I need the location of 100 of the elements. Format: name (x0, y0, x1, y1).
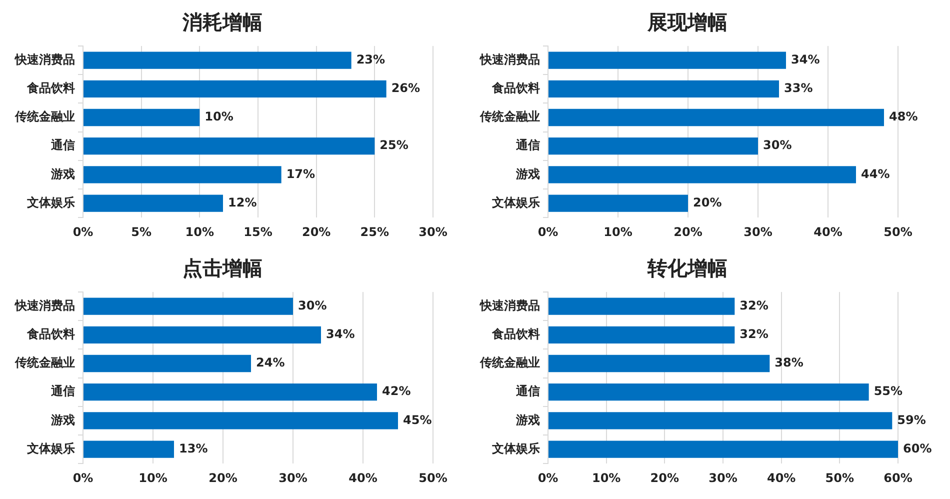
data-label: 30% (298, 298, 327, 312)
chart-title: 转化增幅 (646, 256, 728, 280)
y-tick-label: 快速消费品 (479, 52, 540, 66)
x-tick-label: 50% (884, 224, 912, 239)
y-tick-label: 传统金融业 (479, 356, 540, 370)
x-tick-label: 10% (592, 470, 621, 485)
x-tick-label: 10% (138, 470, 168, 485)
y-tick-label: 快速消费品 (14, 52, 75, 66)
x-tick-label: 60% (884, 470, 912, 485)
x-tick-label: 5% (131, 224, 152, 239)
x-tick-label: 40% (814, 224, 842, 239)
bar (548, 80, 779, 98)
x-tick-label: 15% (244, 224, 272, 239)
y-tick-label: 食品饮料 (491, 327, 540, 342)
bar (548, 138, 758, 155)
bar (548, 326, 735, 344)
bar (84, 80, 386, 98)
bar (548, 440, 898, 458)
y-tick-label: 文体娱乐 (26, 195, 75, 210)
x-tick-label: 0% (72, 224, 94, 239)
data-label: 20% (693, 195, 722, 210)
x-tick-label: 50% (825, 470, 854, 485)
bar (548, 108, 884, 126)
x-tick-label: 0% (538, 470, 558, 485)
data-label: 25% (380, 138, 408, 152)
chart-title: 消耗增幅 (182, 10, 262, 34)
data-label: 26% (391, 81, 420, 96)
data-label: 60% (903, 441, 932, 456)
x-tick-label: 20% (208, 470, 238, 485)
bar (548, 194, 688, 212)
bar (84, 194, 223, 212)
y-tick-label: 游戏 (515, 166, 540, 181)
data-label: 13% (179, 441, 208, 456)
y-tick-label: 通信 (515, 138, 540, 152)
bar (84, 412, 398, 430)
y-tick-label: 游戏 (515, 412, 540, 427)
x-tick-label: 40% (766, 470, 796, 485)
y-tick-label: 快速消费品 (479, 298, 540, 312)
y-tick-label: 食品饮料 (26, 81, 75, 96)
x-tick-label: 30% (278, 470, 308, 485)
data-label: 34% (326, 327, 355, 342)
data-label: 55% (874, 384, 903, 398)
x-tick-label: 0% (538, 224, 558, 239)
bar (548, 298, 735, 315)
y-tick-label: 游戏 (50, 412, 75, 427)
y-tick-label: 传统金融业 (14, 356, 75, 370)
data-label: 38% (774, 356, 804, 370)
x-tick-label: 50% (418, 470, 448, 485)
bar (548, 412, 892, 430)
data-label: 48% (889, 110, 918, 124)
y-tick-label: 食品饮料 (491, 81, 540, 96)
bar (548, 354, 770, 372)
y-tick-label: 传统金融业 (14, 110, 75, 124)
bar (84, 166, 282, 184)
x-tick-label: 30% (744, 224, 772, 239)
data-label: 17% (286, 166, 316, 181)
x-tick-label: 20% (674, 224, 702, 239)
bar (84, 326, 321, 344)
y-tick-label: 通信 (515, 384, 540, 398)
data-label: 10% (204, 110, 234, 124)
y-tick-label: 通信 (50, 384, 75, 398)
bar (84, 52, 352, 69)
data-label: 12% (228, 195, 257, 210)
bar (548, 166, 856, 184)
chart-title: 点击增幅 (182, 256, 262, 280)
bar (84, 108, 200, 126)
y-tick-label: 文体娱乐 (26, 441, 75, 456)
data-label: 32% (740, 298, 768, 312)
y-tick-label: 游戏 (50, 166, 75, 181)
data-label: 34% (791, 52, 820, 66)
x-tick-label: 0% (72, 470, 94, 485)
bar (84, 298, 293, 315)
bar (548, 52, 786, 69)
x-tick-label: 20% (650, 470, 680, 485)
data-label: 23% (356, 52, 386, 66)
bar (84, 138, 375, 155)
data-label: 33% (784, 81, 813, 96)
data-label: 44% (861, 166, 890, 181)
data-label: 30% (763, 138, 792, 152)
x-tick-label: 10% (185, 224, 214, 239)
x-tick-label: 30% (418, 224, 448, 239)
bar (548, 384, 869, 401)
bar (84, 440, 174, 458)
bar (84, 384, 377, 401)
y-tick-label: 食品饮料 (26, 327, 75, 342)
y-tick-label: 通信 (50, 138, 75, 152)
x-tick-label: 40% (348, 470, 378, 485)
x-tick-label: 10% (604, 224, 632, 239)
data-label: 42% (382, 384, 411, 398)
data-label: 32% (740, 327, 768, 342)
y-tick-label: 快速消费品 (14, 298, 75, 312)
bar (84, 354, 251, 372)
x-tick-label: 30% (708, 470, 738, 485)
data-label: 45% (403, 412, 432, 427)
y-tick-label: 文体娱乐 (491, 441, 540, 456)
y-tick-label: 文体娱乐 (491, 195, 540, 210)
x-tick-label: 20% (302, 224, 331, 239)
data-label: 24% (256, 356, 285, 370)
data-label: 59% (897, 412, 926, 427)
x-tick-label: 25% (360, 224, 390, 239)
